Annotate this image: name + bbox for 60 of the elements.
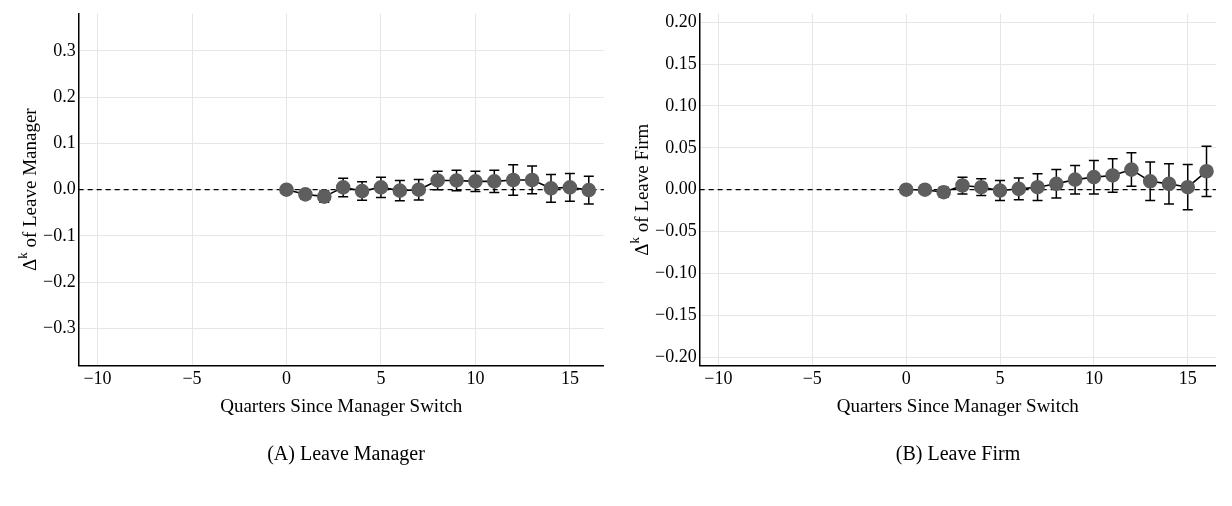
y-tick-label: 0.3 (53, 39, 76, 60)
x-tick-label: −5 (802, 368, 822, 389)
y-tick-label: −0.10 (655, 262, 697, 283)
point (524, 172, 540, 188)
y-tick-label: −0.15 (655, 304, 697, 325)
point (1142, 174, 1158, 189)
x-axis-title: Quarters Since Manager Switch (220, 394, 463, 416)
point (279, 182, 294, 197)
y-tick-label: 0.20 (665, 10, 697, 31)
point (1086, 169, 1102, 185)
text: (B) Leave Firm (894, 442, 1022, 465)
point (487, 174, 502, 189)
point (468, 174, 483, 189)
x-tick-label: 10 (1084, 368, 1103, 389)
y-tick-label: 0.10 (665, 94, 697, 115)
point (392, 183, 408, 198)
point (581, 182, 597, 198)
x-tick-label: 10 (466, 368, 485, 389)
x-tick-label: 0 (901, 368, 911, 389)
point (917, 182, 933, 197)
y-tick-label: −0.05 (655, 220, 697, 241)
x-tick-label: −10 (704, 368, 733, 389)
point (562, 180, 578, 195)
y-tick-label: −0.2 (43, 271, 76, 292)
y-tick-label: −0.1 (43, 224, 76, 245)
point (1161, 176, 1177, 192)
point (543, 181, 559, 196)
point (373, 180, 389, 195)
y-tick-label: 0.0 (53, 178, 76, 199)
x-tick-label: 5 (995, 368, 1005, 389)
x-tick-label: −10 (83, 368, 112, 389)
point (411, 182, 427, 197)
y-axis-title: Δk of Leave Manager (15, 107, 40, 272)
y-tick-label: 0.05 (665, 136, 697, 157)
point (1199, 163, 1214, 179)
y-tick-label: 0.15 (665, 52, 697, 73)
point (898, 182, 914, 197)
x-tick-label: −5 (182, 368, 202, 389)
point (1105, 168, 1120, 183)
x-axis-title: Quarters Since Manager Switch (836, 394, 1080, 416)
x-tick-label: 15 (1178, 368, 1197, 389)
y-tick-label: 0.00 (665, 178, 697, 199)
y-tick-label: 0.2 (53, 85, 76, 106)
point (449, 173, 464, 188)
point (1011, 181, 1027, 197)
x-tick-label: 5 (376, 368, 386, 389)
point (1067, 172, 1083, 187)
y-tick-label: −0.3 (43, 317, 76, 338)
point (1180, 179, 1196, 195)
y-tick-label: −0.20 (655, 345, 697, 366)
text: (A) Leave Manager (266, 442, 426, 465)
point (992, 183, 1008, 198)
point (1030, 179, 1045, 195)
point (1049, 176, 1064, 192)
y-axis-title: Δk of Leave Firm (627, 123, 652, 256)
x-tick-label: 15 (560, 368, 579, 389)
point (505, 172, 521, 188)
point (1124, 162, 1139, 177)
y-tick-label: 0.1 (53, 132, 76, 153)
x-tick-label: 0 (281, 368, 291, 389)
